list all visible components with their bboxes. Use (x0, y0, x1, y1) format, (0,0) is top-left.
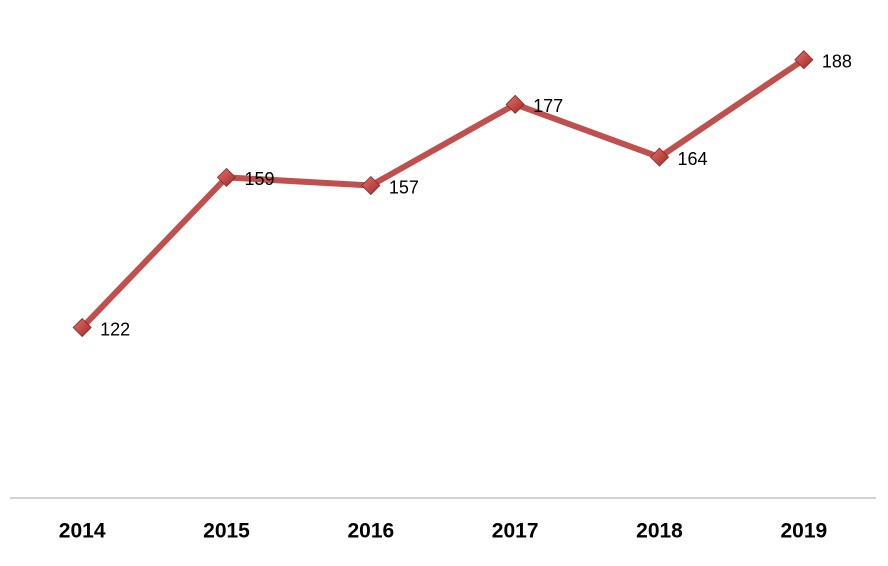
x-tick-label: 2017 (492, 520, 539, 543)
point-marker (72, 317, 92, 338)
value-label: 188 (822, 51, 852, 71)
x-tick-label: 2019 (780, 520, 827, 543)
point-marker (794, 50, 814, 70)
point-marker (505, 94, 525, 114)
series-line (80, 57, 806, 330)
x-tick-label: 2015 (203, 520, 250, 543)
x-tick-label: 2014 (59, 520, 106, 543)
value-label: 122 (100, 319, 130, 339)
value-label: 159 (245, 169, 275, 189)
point-marker (649, 147, 670, 167)
x-tick-label: 2016 (347, 520, 394, 543)
value-label: 157 (389, 177, 419, 197)
point-marker (361, 175, 381, 196)
value-label: 177 (533, 96, 563, 116)
value-label: 164 (678, 149, 708, 169)
point-marker (216, 167, 237, 187)
x-tick-label: 2018 (636, 520, 683, 543)
